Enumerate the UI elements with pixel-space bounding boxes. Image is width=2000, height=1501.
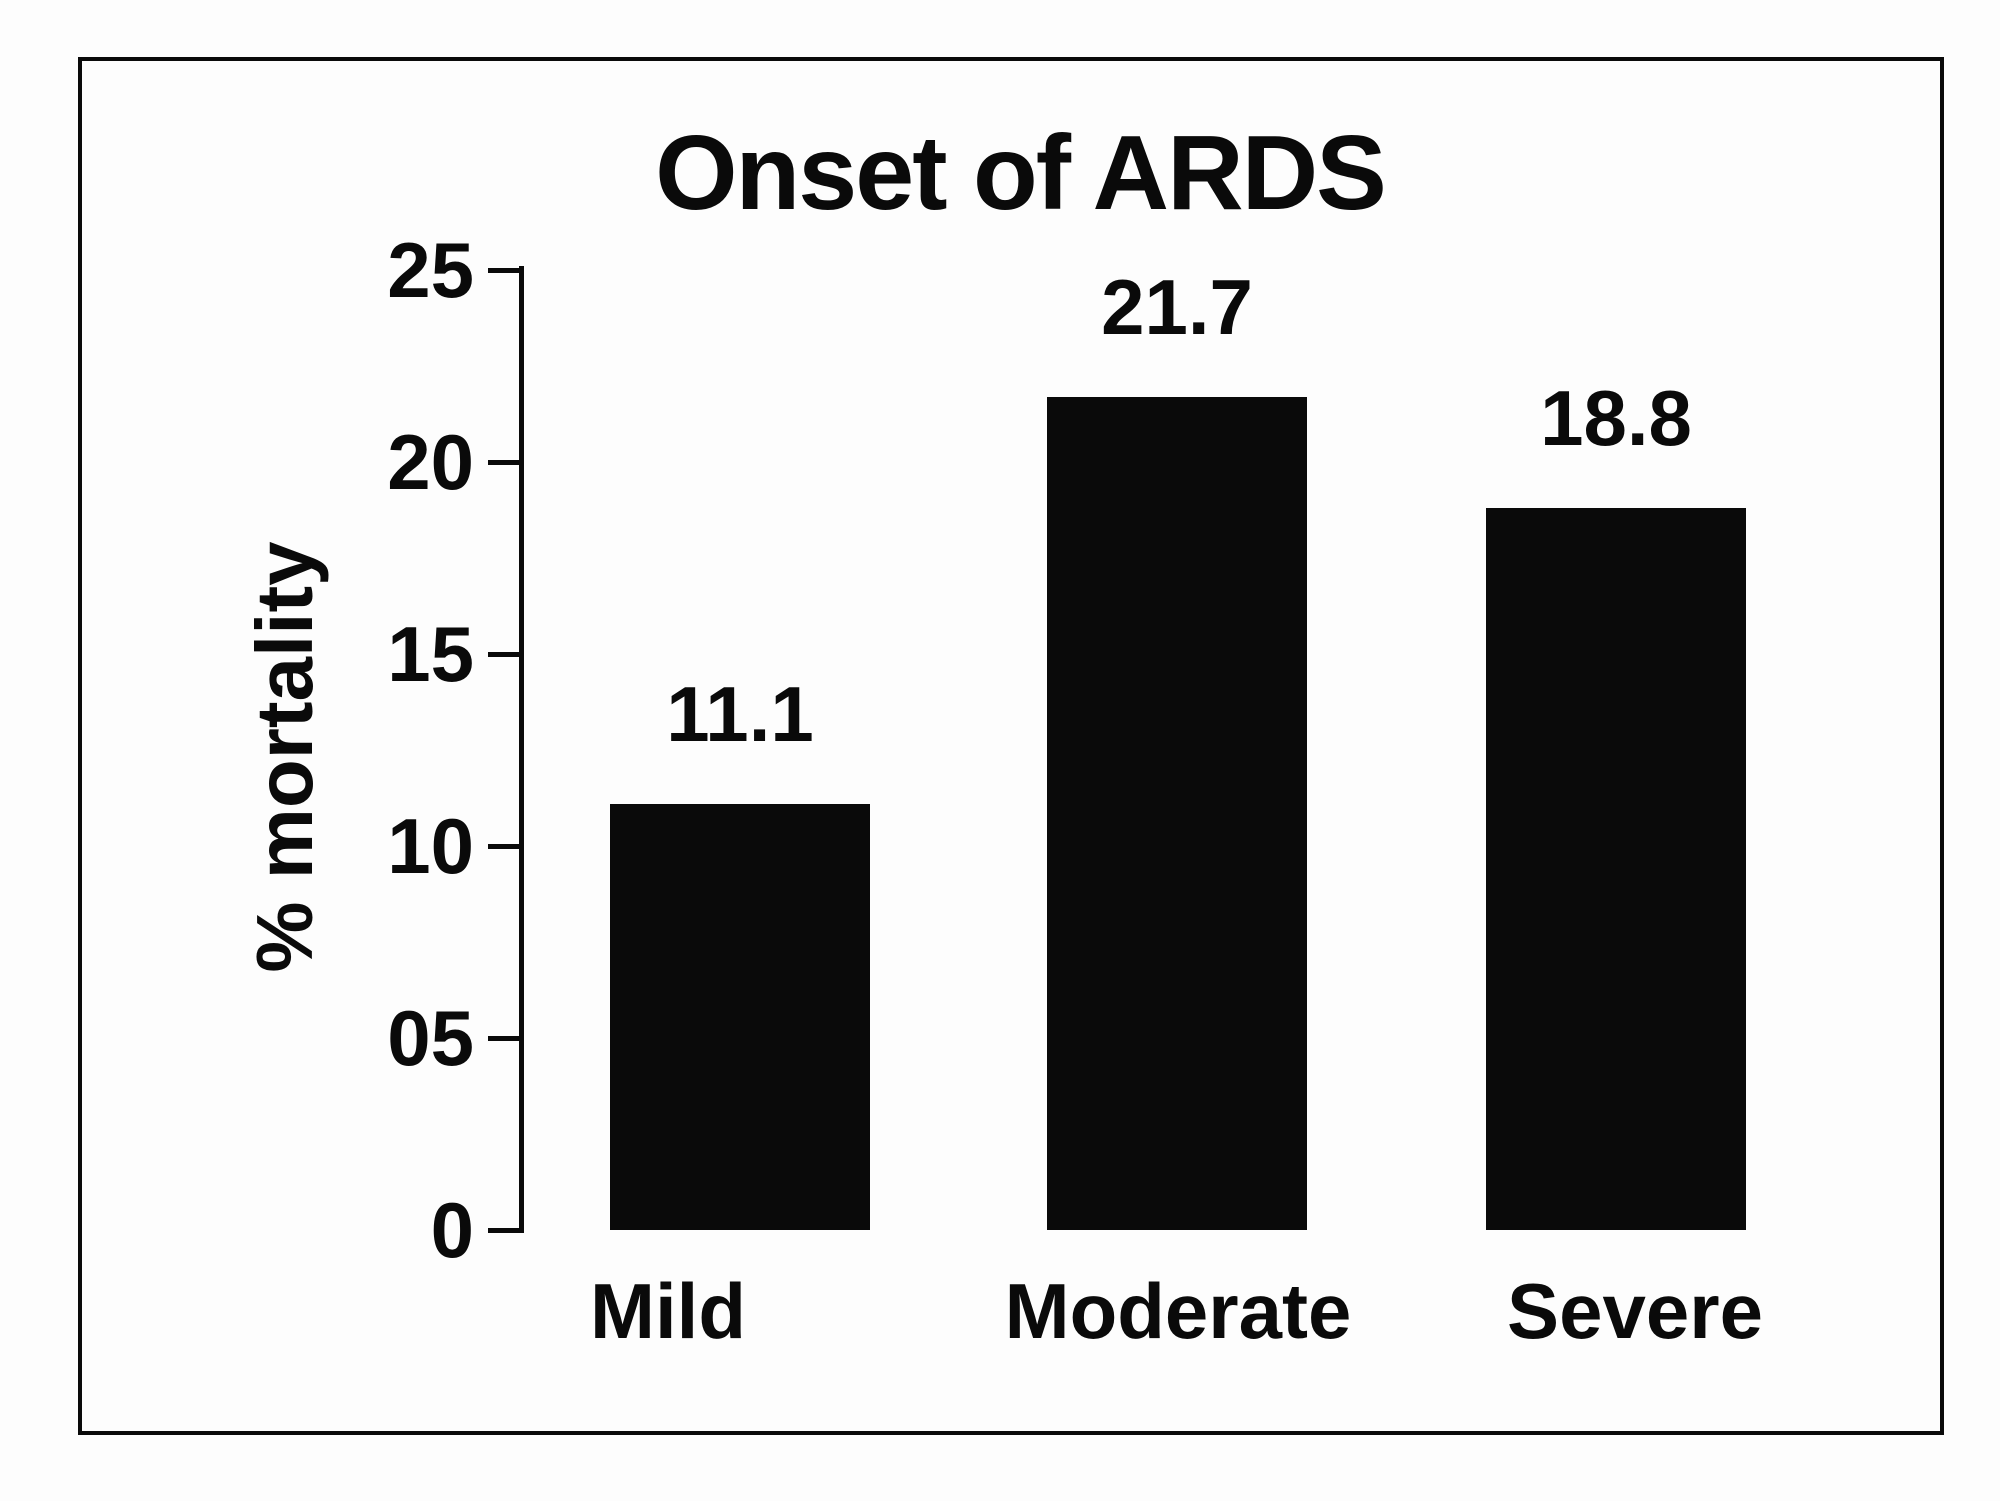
y-tick-label: 05 — [387, 994, 474, 1082]
bar-severe — [1486, 508, 1746, 1230]
category-label-mild: Mild — [590, 1267, 746, 1355]
y-tick-mark — [488, 844, 522, 849]
y-tick-mark — [488, 1036, 522, 1041]
y-tick-mark — [488, 460, 522, 465]
bar-value-label: 11.1 — [666, 670, 814, 758]
chart-title: Onset of ARDS — [655, 114, 1387, 232]
figure-border — [78, 57, 1944, 1435]
y-tick-label: 10 — [387, 802, 474, 890]
y-axis-line — [519, 266, 524, 1233]
y-tick-label: 15 — [387, 610, 474, 698]
category-label-severe: Severe — [1507, 1267, 1763, 1355]
bar-value-label: 18.8 — [1540, 374, 1692, 462]
bar-value-label: 21.7 — [1101, 263, 1253, 351]
y-tick-label: 0 — [430, 1186, 474, 1274]
y-tick-mark — [488, 268, 522, 273]
y-tick-mark — [488, 1228, 522, 1233]
y-tick-label: 25 — [387, 226, 474, 314]
y-tick-mark — [488, 652, 522, 657]
category-label-moderate: Moderate — [1004, 1267, 1352, 1355]
y-tick-label: 20 — [387, 418, 474, 506]
bar-moderate — [1047, 397, 1307, 1230]
y-axis-title: % mortality — [240, 541, 329, 973]
bar-mild — [610, 804, 870, 1230]
